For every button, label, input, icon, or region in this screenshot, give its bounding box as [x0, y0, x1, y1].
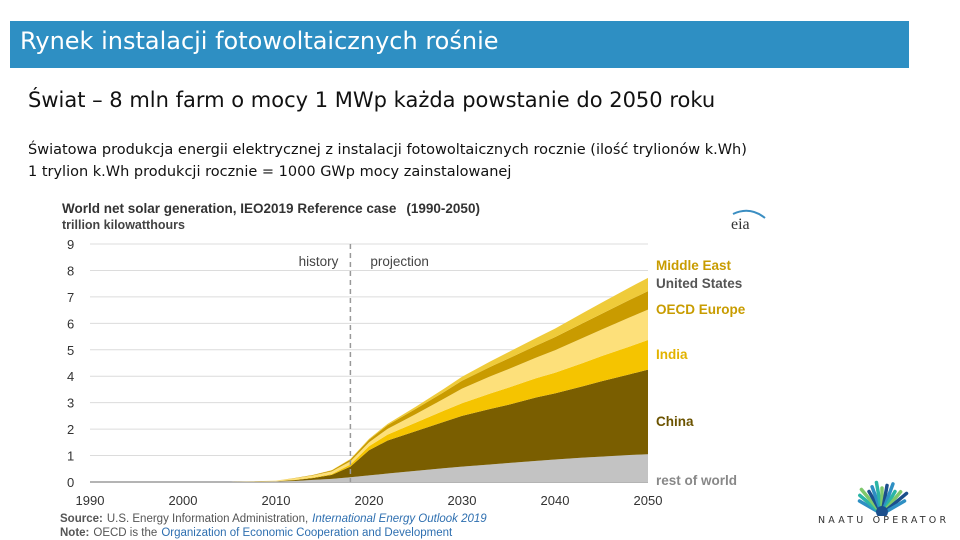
description-line-2: 1 trylion k.Wh produkcji rocznie = 1000 …	[28, 164, 512, 180]
x-tick-2000: 2000	[169, 493, 198, 508]
annotation-history: history	[299, 254, 339, 269]
x-tick-2050: 2050	[634, 493, 663, 508]
legend-united-states: United States	[656, 276, 742, 291]
note-label: Note:	[60, 527, 89, 539]
chart-areas	[90, 277, 648, 482]
area-rest-of-world	[90, 454, 648, 482]
y-axis-label: trillion kilowatthours	[62, 218, 185, 232]
feather-headdress-icon	[857, 480, 909, 518]
x-tick-2030: 2030	[448, 493, 477, 508]
y-tick-2: 2	[67, 422, 74, 437]
chart-annotations: history projection	[299, 244, 429, 482]
slide-title-bar: Rynek instalacji fotowoltaicznych rośnie	[10, 21, 909, 68]
source-org: U.S. Energy Information Administration,	[107, 513, 308, 525]
source-publication: International Energy Outlook 2019	[312, 513, 487, 525]
y-tick-6: 6	[67, 316, 74, 331]
y-ticks: 0 1 2 3 4 5 6 7 8 9	[67, 237, 74, 490]
y-tick-3: 3	[67, 396, 74, 411]
chart-grid	[90, 243, 648, 483]
naatu-operator-logo: NAATU OPERATOR	[812, 468, 952, 534]
x-tick-2020: 2020	[355, 493, 384, 508]
legend-oecd-europe: OECD Europe	[656, 302, 746, 317]
annotation-projection: projection	[370, 254, 429, 269]
note-link: Organization of Economic Cooperation and…	[161, 527, 453, 539]
y-tick-8: 8	[67, 263, 74, 278]
y-tick-4: 4	[67, 369, 74, 384]
legend-middle-east: Middle East	[656, 258, 732, 273]
chart-title-main: World net solar generation, IEO2019 Refe…	[62, 201, 397, 216]
note-text: OECD is the	[93, 527, 157, 539]
slide-title: Rynek instalacji fotowoltaicznych rośnie	[20, 27, 499, 55]
x-tick-2040: 2040	[541, 493, 570, 508]
eia-logo-arc	[732, 209, 766, 219]
chart-title-range: (1990-2050)	[406, 201, 480, 216]
legend-china: China	[656, 414, 694, 429]
logo-head	[876, 506, 888, 518]
chart-legend: Middle East United States OECD Europe India…	[656, 258, 746, 488]
eia-logo-text: eia	[731, 216, 750, 233]
x-tick-1990: 1990	[76, 493, 105, 508]
legend-india: India	[656, 347, 688, 362]
source-label: Source:	[60, 513, 103, 525]
chart-source: Source: U.S. Energy Information Administr…	[60, 513, 487, 525]
x-tick-2010: 2010	[262, 493, 291, 508]
chart-title: World net solar generation, IEO2019 Refe…	[62, 201, 480, 216]
y-tick-5: 5	[67, 343, 74, 358]
eia-logo: eia	[731, 209, 766, 233]
slide-subtitle: Świat – 8 mln farm o mocy 1 MWp każda po…	[28, 88, 716, 112]
x-ticks: 1990 2000 2010 2020 2030 2040 2050	[76, 493, 663, 508]
area-china	[90, 369, 648, 482]
solar-generation-chart: World net solar generation, IEO2019 Refe…	[60, 201, 766, 539]
y-tick-7: 7	[67, 290, 74, 305]
chart-note: Note: OECD is the Organization of Economic…	[60, 527, 453, 539]
y-tick-9: 9	[67, 237, 74, 252]
description-line-1: Światowa produkcja energii elektrycznej …	[28, 142, 747, 158]
y-tick-0: 0	[67, 475, 74, 490]
logo-text: NAATU OPERATOR	[818, 515, 950, 526]
legend-rest-of-world: rest of world	[656, 473, 737, 488]
y-tick-1: 1	[67, 449, 74, 464]
